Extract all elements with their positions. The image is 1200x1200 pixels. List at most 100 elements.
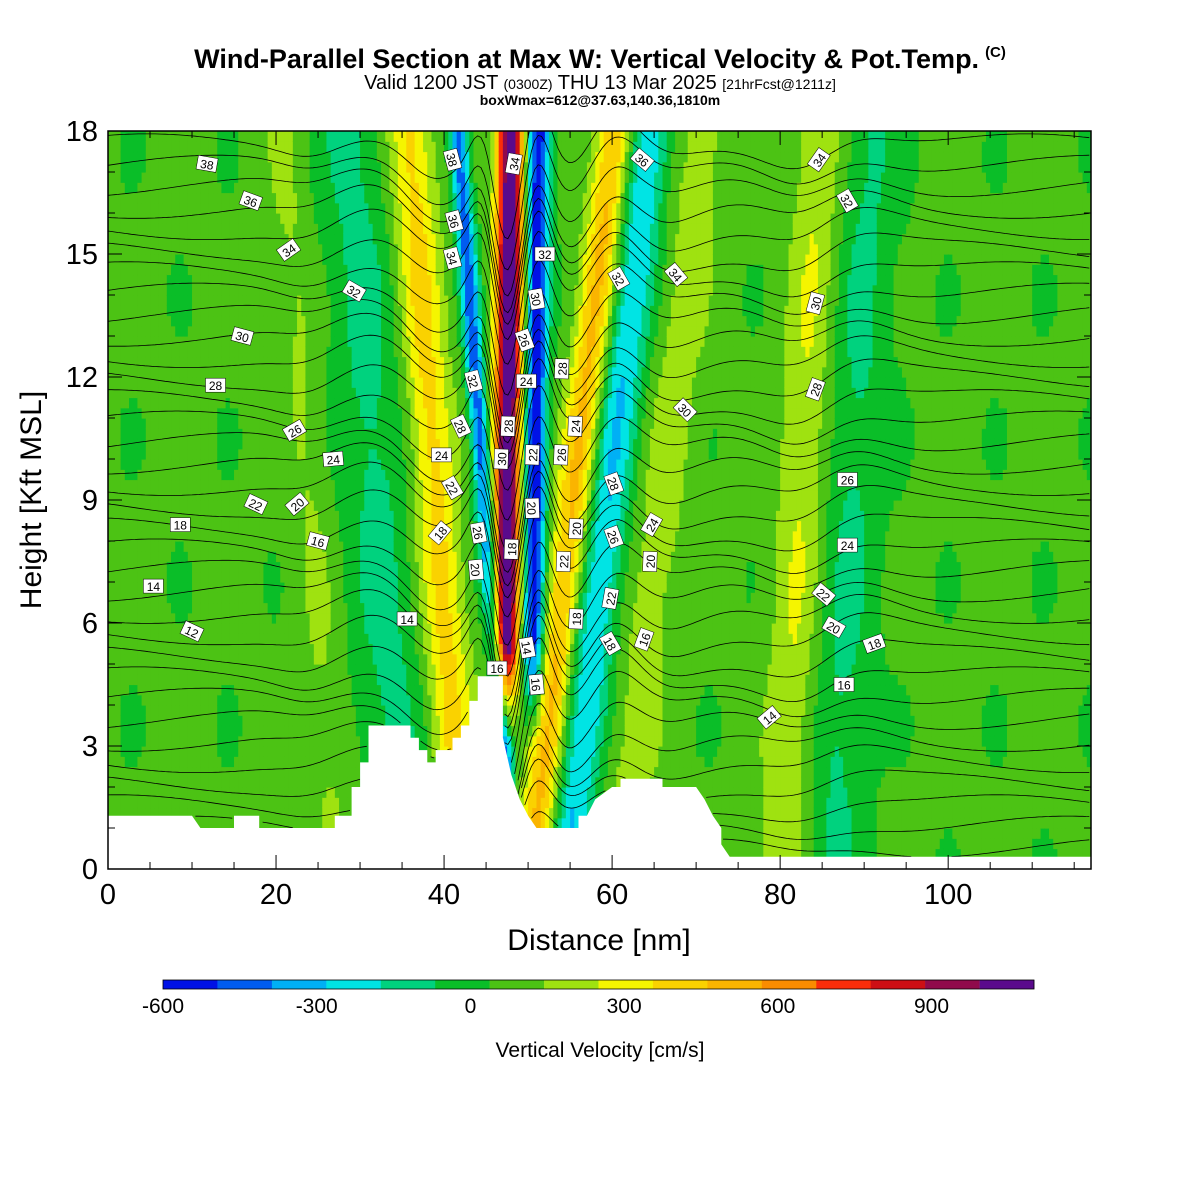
- velocity-cell: [297, 479, 302, 491]
- velocity-cell: [393, 233, 399, 245]
- velocity-cell: [343, 807, 349, 819]
- velocity-cell: [171, 674, 176, 686]
- velocity-cell: [217, 243, 223, 255]
- velocity-cell: [271, 746, 277, 757]
- velocity-cell: [187, 213, 193, 224]
- velocity-cell: [238, 397, 244, 409]
- velocity-cell: [234, 520, 239, 532]
- velocity-cell: [318, 684, 323, 696]
- velocity-cell: [364, 366, 370, 378]
- velocity-cell: [271, 377, 277, 388]
- velocity-cell: [297, 264, 302, 276]
- velocity-cell: [309, 623, 315, 634]
- velocity-cell: [242, 797, 248, 809]
- velocity-cell: [326, 541, 332, 552]
- velocity-cell: [318, 653, 323, 665]
- velocity-cell: [192, 500, 197, 511]
- velocity-cell: [234, 623, 239, 634]
- velocity-cell: [276, 192, 281, 204]
- velocity-cell: [162, 479, 168, 491]
- velocity-cell: [187, 725, 193, 737]
- velocity-cell: [305, 643, 311, 655]
- velocity-cell: [158, 746, 164, 757]
- velocity-cell: [137, 264, 143, 276]
- velocity-cell: [246, 295, 252, 306]
- velocity-cell: [133, 243, 139, 255]
- velocity-cell: [276, 428, 281, 440]
- velocity-cell: [355, 366, 361, 378]
- velocity-cell: [284, 582, 290, 593]
- velocity-cell: [120, 202, 126, 214]
- velocity-cell: [171, 643, 176, 655]
- velocity-cell: [250, 356, 256, 368]
- velocity-cell: [360, 254, 365, 265]
- velocity-cell: [271, 571, 277, 583]
- velocity-cell: [112, 274, 117, 286]
- velocity-cell: [276, 623, 281, 634]
- velocity-cell: [179, 182, 185, 194]
- velocity-cell: [284, 530, 290, 542]
- velocity-cell: [305, 325, 311, 337]
- velocity-cell: [343, 274, 349, 286]
- velocity-cell: [250, 633, 256, 645]
- velocity-cell: [246, 407, 252, 419]
- velocity-cell: [309, 776, 315, 788]
- velocity-cell: [154, 254, 160, 265]
- velocity-cell: [204, 684, 210, 696]
- velocity-cell: [221, 161, 227, 173]
- velocity-cell: [196, 182, 202, 194]
- velocity-cell: [318, 336, 323, 347]
- velocity-cell: [309, 264, 315, 276]
- velocity-cell: [208, 766, 214, 778]
- velocity-cell: [326, 438, 332, 450]
- velocity-cell: [217, 151, 223, 163]
- velocity-cell: [292, 223, 298, 235]
- velocity-cell: [250, 151, 256, 163]
- velocity-cell: [158, 182, 164, 194]
- velocity-cell: [179, 336, 185, 347]
- velocity-cell: [250, 325, 256, 337]
- velocity-cell: [360, 336, 365, 347]
- velocity-cell: [343, 797, 349, 809]
- velocity-cell: [305, 284, 311, 296]
- velocity-cell: [242, 387, 248, 399]
- velocity-cell: [259, 407, 265, 419]
- velocity-cell: [368, 336, 374, 347]
- velocity-cell: [351, 530, 357, 542]
- velocity-cell: [162, 582, 168, 593]
- velocity-cell: [330, 284, 336, 296]
- velocity-cell: [192, 776, 197, 788]
- velocity-cell: [204, 520, 210, 532]
- velocity-cell: [145, 366, 151, 378]
- velocity-cell: [267, 346, 273, 358]
- velocity-cell: [343, 561, 349, 573]
- velocity-cell: [162, 797, 168, 809]
- velocity-cell: [297, 141, 302, 153]
- velocity-cell: [208, 612, 214, 624]
- velocity-cell: [351, 756, 357, 768]
- velocity-cell: [187, 366, 193, 378]
- velocity-cell: [112, 653, 117, 665]
- velocity-cell: [343, 325, 349, 337]
- velocity-cell: [175, 469, 181, 481]
- velocity-cell: [301, 674, 307, 686]
- velocity-cell: [242, 674, 248, 686]
- velocity-cell: [318, 561, 323, 573]
- velocity-cell: [284, 325, 290, 337]
- velocity-cell: [318, 274, 323, 286]
- velocity-cell: [292, 541, 298, 552]
- velocity-cell: [250, 684, 256, 696]
- velocity-cell: [166, 725, 172, 737]
- velocity-cell: [355, 602, 361, 614]
- velocity-cell: [124, 182, 130, 194]
- velocity-cell: [343, 674, 349, 686]
- velocity-cell: [368, 428, 374, 440]
- velocity-cell: [360, 674, 365, 686]
- velocity-cell: [162, 715, 168, 727]
- velocity-cell: [242, 202, 248, 214]
- velocity-cell: [343, 243, 349, 255]
- velocity-cell: [326, 787, 332, 798]
- velocity-cell: [196, 520, 202, 532]
- velocity-cell: [179, 787, 185, 798]
- velocity-cell: [183, 161, 189, 173]
